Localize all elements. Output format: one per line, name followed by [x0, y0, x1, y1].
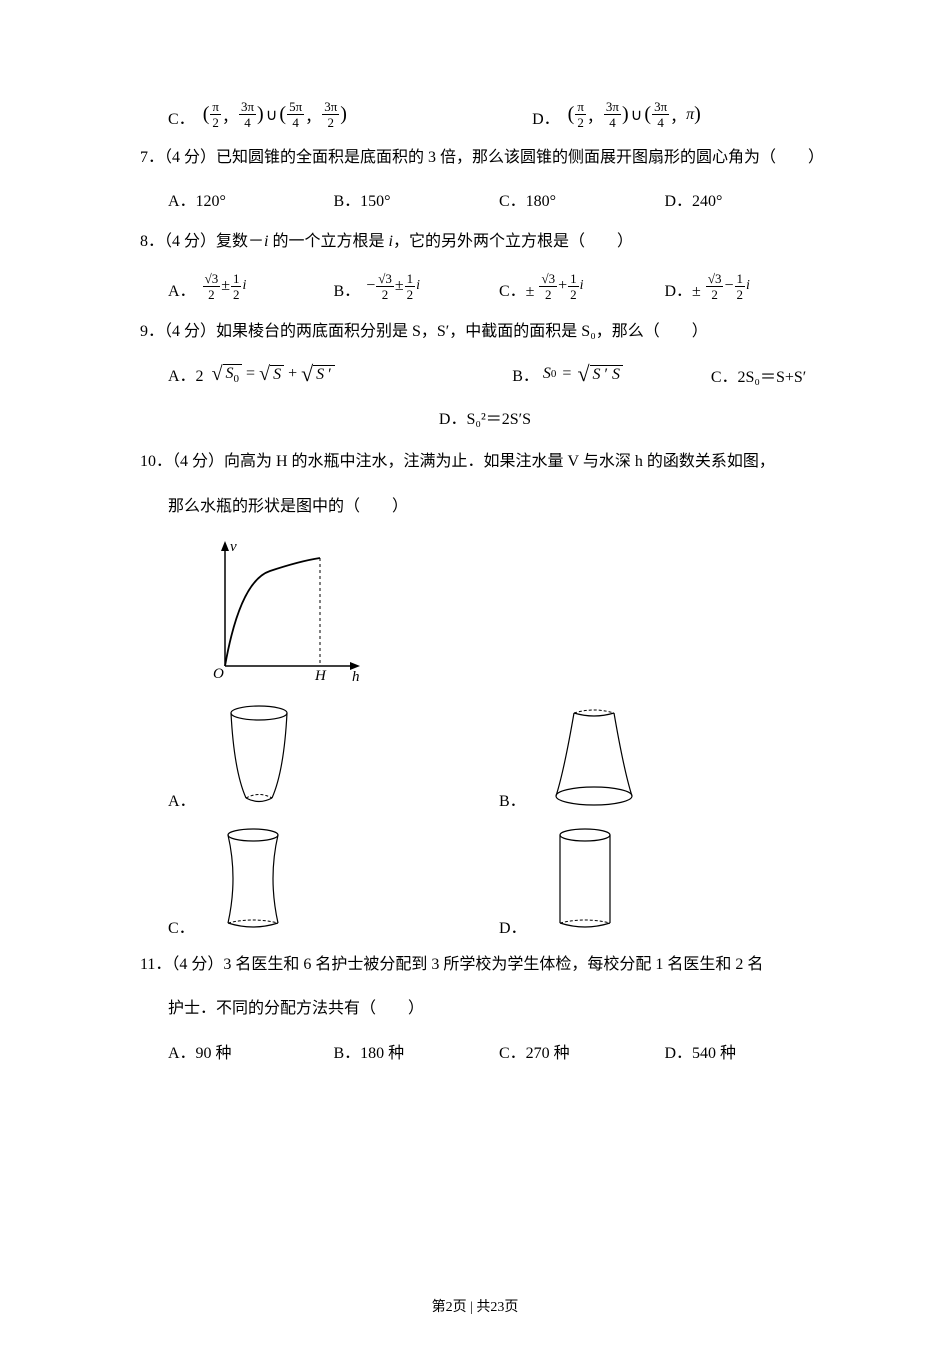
q10-stem1: 10．（4 分）向高为 H 的水瓶中注水，注满为止．如果注水量 V 与水深 h … [140, 447, 830, 477]
x-axis-label: h [352, 669, 360, 685]
q9-opt-d: D．S₀²＝2S′S [439, 405, 531, 429]
page-footer: 第2页 | 共23页 [0, 1296, 950, 1316]
q11-stem1: 11．（4 分）3 名医生和 6 名护士被分配到 3 所学校为学生体检，每校分配… [140, 950, 830, 980]
vase-shape-a-icon [204, 701, 314, 811]
q10-opt-b: B． [499, 701, 830, 811]
q10-shape-options: A． B． C． D． [140, 701, 830, 950]
q7-opt-b: B．150° [334, 187, 500, 211]
q11-opt-a: A．90 种 [168, 1039, 334, 1063]
q11-opt-d: D．540 种 [665, 1039, 831, 1063]
vh-graph-icon: v O H h [200, 536, 370, 686]
origin-label: O [213, 666, 224, 682]
q9-options-d: D．S₀²＝2S′S [140, 405, 830, 429]
x-tick-label: H [314, 668, 327, 684]
q11-opt-c: C．270 种 [499, 1039, 665, 1063]
q7-opt-a: A．120° [168, 187, 334, 211]
q11-options: A．90 种 B．180 种 C．270 种 D．540 种 [140, 1039, 830, 1063]
q10-stem2: 那么水瓶的形状是图中的（ ） [140, 492, 830, 522]
vase-shape-b-icon [534, 701, 654, 811]
q8-options: A． √32 ± 12 i B． − √32 ± 12 i C．± √32 + … [140, 272, 830, 301]
q11-stem2: 护士．不同的分配方法共有（ ） [140, 994, 830, 1024]
q7-opt-c: C．180° [499, 187, 665, 211]
q8-opt-c: C．± √32 + 12 i [499, 272, 665, 301]
q9-opt-a: A．2 √S0 = √S + √S ′ [168, 361, 512, 387]
q9-options-abc: A．2 √S0 = √S + √S ′ B． S0 = √S ′ S C．2S₀… [140, 361, 830, 387]
interval-union-c: ( π2 ， 3π4 ) ∪ ( 5π4 ， 3π2 ) [203, 100, 347, 129]
q7-stem: 7．（4 分）已知圆锥的全面积是底面积的 3 倍，那么该圆锥的侧面展开图扇形的圆… [140, 143, 830, 173]
q6-options-cd: C． ( π2 ， 3π4 ) ∪ ( 5π4 ， 3π2 ) D． ( π2 … [140, 100, 830, 129]
vase-shape-c-icon [203, 823, 303, 938]
q9-opt-b: B． S0 = √S ′ S [512, 361, 711, 387]
q7-opt-d: D．240° [665, 187, 831, 211]
y-axis-label: v [230, 539, 237, 555]
option-label-d: D． [532, 105, 560, 129]
q6-option-d: D． ( π2 ， 3π4 ) ∪ ( 3π4 ， π ) [532, 100, 830, 129]
interval-union-d: ( π2 ， 3π4 ) ∪ ( 3π4 ， π ) [568, 100, 701, 129]
option-label-c: C． [168, 105, 195, 129]
vase-shape-d-icon [535, 823, 635, 938]
q10-opt-a: A． [168, 701, 499, 811]
q9-stem: 9．（4 分）如果棱台的两底面积分别是 S，S′，中截面的面积是 S₀，那么（ … [140, 317, 830, 347]
q10-opt-c: C． [168, 823, 499, 938]
q6-option-c: C． ( π2 ， 3π4 ) ∪ ( 5π4 ， 3π2 ) [168, 100, 532, 129]
q7-options: A．120° B．150° C．180° D．240° [140, 187, 830, 211]
q10-chart: v O H h [200, 536, 830, 691]
q8-opt-d: D．± √32 − 12 i [665, 272, 831, 301]
q8-stem: 8．（4 分）复数－i 的一个立方根是 i，它的另外两个立方根是（ ） [140, 227, 830, 257]
q8-opt-a: A． √32 ± 12 i [168, 272, 334, 301]
q11-opt-b: B．180 种 [334, 1039, 500, 1063]
q10-opt-d: D． [499, 823, 830, 938]
q8-opt-b: B． − √32 ± 12 i [334, 272, 500, 301]
q9-opt-c: C．2S₀＝S+S′ [711, 363, 830, 387]
